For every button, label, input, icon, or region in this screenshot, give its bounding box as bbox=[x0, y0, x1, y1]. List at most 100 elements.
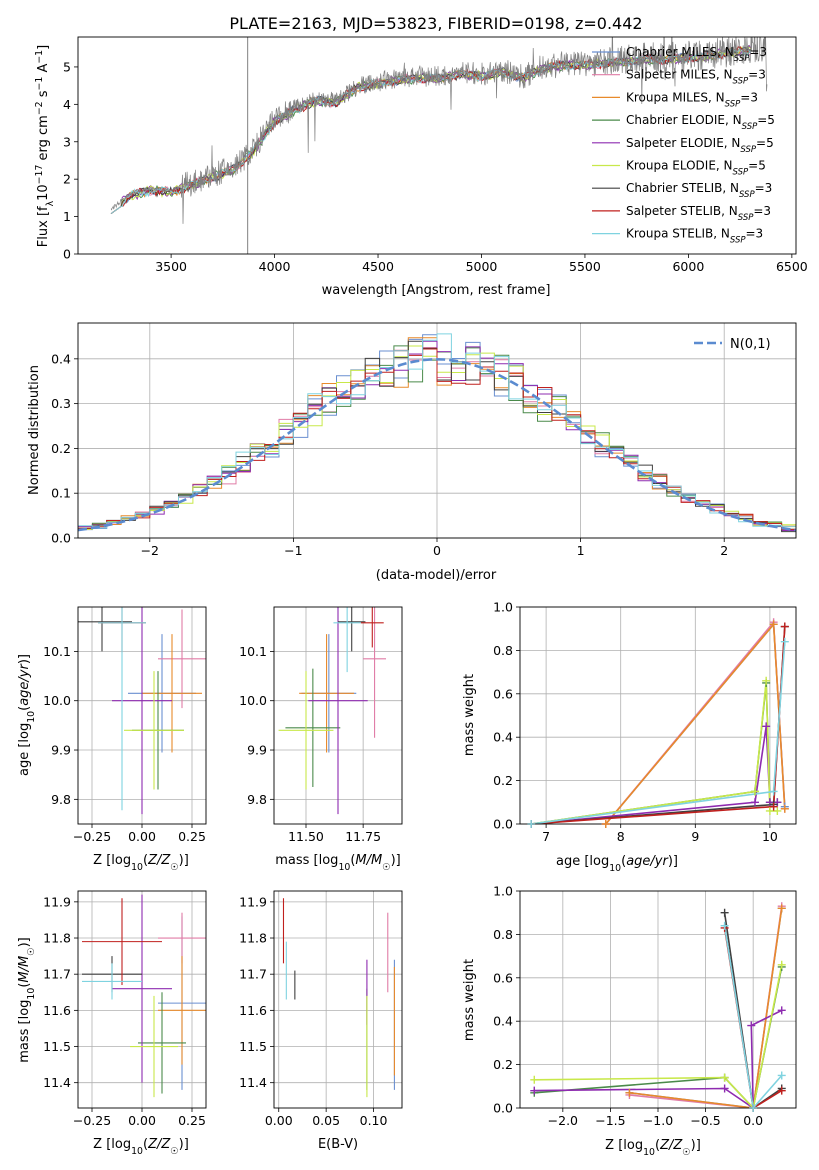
x-tick-label: 9 bbox=[691, 829, 699, 844]
y-tick-label: 9.8 bbox=[247, 792, 267, 807]
y-tick-label: 0.4 bbox=[493, 730, 513, 745]
weight-line-5 bbox=[531, 680, 778, 824]
legend-entry: Salpeter ELODIE, NSSP=5 bbox=[626, 136, 774, 155]
y-tick-label: 11.5 bbox=[239, 1039, 267, 1054]
weight-marker bbox=[750, 798, 759, 807]
weight-line-5 bbox=[534, 964, 783, 1108]
legend-entry: Chabrier STELIB, NSSP=3 bbox=[626, 181, 772, 200]
y-tick-label: 0.0 bbox=[493, 1101, 513, 1116]
legend-entry: Salpeter MILES, NSSP=3 bbox=[626, 68, 766, 87]
weight-marker bbox=[780, 637, 789, 646]
y-tick-label: 11.4 bbox=[43, 1075, 71, 1090]
weight-marker bbox=[777, 904, 786, 913]
x-tick-label: 10 bbox=[762, 829, 778, 844]
x-tick-label: 6000 bbox=[672, 259, 704, 274]
y-tick-label: 1.0 bbox=[493, 884, 513, 899]
y-tick-label: 11.7 bbox=[43, 967, 71, 982]
x-tick-label: 4000 bbox=[259, 259, 291, 274]
plot-area bbox=[534, 906, 783, 1108]
y-tick-label: 2 bbox=[63, 172, 71, 187]
weight-marker bbox=[762, 676, 771, 685]
weight-marker bbox=[780, 622, 789, 631]
x-tick-label: −0.25 bbox=[73, 1113, 111, 1128]
weight-line-4 bbox=[534, 1009, 783, 1108]
y-tick-label: 11.5 bbox=[43, 1039, 71, 1054]
x-tick-label: 11.75 bbox=[345, 829, 381, 844]
weight-marker bbox=[720, 908, 729, 917]
x-tick-label: 6500 bbox=[776, 259, 808, 274]
weight-marker bbox=[765, 806, 774, 815]
axes-frame bbox=[519, 890, 797, 1109]
y-tick-label: 11.7 bbox=[239, 967, 267, 982]
plot-area bbox=[110, 37, 768, 254]
plot-area bbox=[82, 894, 206, 1098]
x-tick-label: 0.25 bbox=[178, 1113, 206, 1128]
weight-marker bbox=[777, 1071, 786, 1080]
x-tick-label: 3500 bbox=[155, 259, 187, 274]
weight-line-2 bbox=[629, 908, 783, 1108]
weight-marker bbox=[720, 921, 729, 930]
x-tick-label: 0.05 bbox=[312, 1113, 340, 1128]
weight-marker bbox=[769, 787, 778, 796]
x-tick-label: −1.5 bbox=[595, 1113, 625, 1128]
weight-marker bbox=[762, 722, 771, 731]
y-tick-label: 10.0 bbox=[43, 693, 71, 708]
axes-frame bbox=[519, 606, 797, 825]
x-tick-label: −1 bbox=[284, 543, 302, 558]
panel-age-vs-Z: −0.25 0.00 0.25 9.8 9.9 10.0 10.1 Z [log10(Z/Z☉… bbox=[17, 606, 207, 873]
y-tick-label: 11.9 bbox=[43, 894, 71, 909]
x-tick-label: 5000 bbox=[466, 259, 498, 274]
y-tick-label: 0.8 bbox=[493, 927, 513, 942]
y-tick-label: 0.2 bbox=[51, 441, 71, 456]
y-tick-label: 0.3 bbox=[51, 396, 71, 411]
y-axis-label: mass weight bbox=[462, 674, 477, 756]
panel-residuals: −2 −1 0 1 2 0.0 0.1 0.2 0.3 0.4 N(0,1) (data-model)… bbox=[27, 322, 797, 583]
x-tick-label: 0.00 bbox=[128, 1113, 156, 1128]
x-tick-label: −1.0 bbox=[643, 1113, 673, 1128]
observed-spectrum bbox=[110, 37, 768, 224]
weight-marker bbox=[530, 1075, 539, 1084]
y-tick-label: 11.4 bbox=[239, 1075, 267, 1090]
y-tick-label: 10.1 bbox=[43, 644, 71, 659]
x-tick-label: −2 bbox=[141, 543, 159, 558]
x-axis-label: Z [log10(Z/Z☉)] bbox=[93, 1137, 189, 1157]
x-tick-label: 8 bbox=[617, 829, 625, 844]
x-tick-label: 0.0 bbox=[743, 1113, 763, 1128]
x-tick-label: −0.25 bbox=[73, 829, 111, 844]
y-tick-label: 9.9 bbox=[247, 743, 267, 758]
legend-entry: Kroupa MILES, NSSP=3 bbox=[626, 90, 758, 109]
x-tick-label: 5500 bbox=[569, 259, 601, 274]
y-tick-label: 0.0 bbox=[493, 817, 513, 832]
y-tick-label: 0.1 bbox=[51, 486, 71, 501]
x-tick-label: −2.0 bbox=[548, 1113, 578, 1128]
axes-frame bbox=[273, 606, 403, 825]
plot-area bbox=[282, 898, 395, 1098]
y-tick-label: 0.0 bbox=[51, 531, 71, 546]
weight-marker bbox=[780, 804, 789, 813]
y-tick-label: 9.9 bbox=[51, 743, 71, 758]
x-tick-label: 0.25 bbox=[178, 829, 206, 844]
x-tick-label: 0.00 bbox=[128, 829, 156, 844]
y-tick-label: 0.2 bbox=[493, 773, 513, 788]
y-tick-label: 10.1 bbox=[239, 644, 267, 659]
x-tick-label: −0.5 bbox=[690, 1113, 720, 1128]
x-tick-label: 0 bbox=[433, 543, 441, 558]
x-axis-label: (data-model)/error bbox=[376, 568, 497, 583]
x-tick-label: 2 bbox=[720, 543, 728, 558]
y-axis-label: mass weight bbox=[462, 959, 477, 1041]
x-tick-label: 4500 bbox=[362, 259, 394, 274]
plot-area bbox=[78, 333, 796, 533]
panel-spectrum: 3500 4000 4500 5000 5500 6000 6500 0 1 2 3 4 5 Chabri… bbox=[34, 36, 808, 298]
y-axis-label: mass [log10(M/M☉)] bbox=[17, 937, 37, 1063]
weight-marker bbox=[777, 1006, 786, 1015]
y-tick-label: 1 bbox=[63, 209, 71, 224]
normal-curve bbox=[78, 357, 796, 532]
weight-marker bbox=[530, 1086, 539, 1095]
x-axis-label: mass [log10(M/M☉)] bbox=[275, 853, 401, 873]
weight-marker bbox=[777, 1086, 786, 1095]
x-axis-label: Z [log10(Z/Z☉)] bbox=[93, 853, 189, 873]
legend-entry: Kroupa STELIB, NSSP=3 bbox=[626, 227, 763, 246]
y-tick-label: 3 bbox=[63, 134, 71, 149]
legend-entry: Chabrier ELODIE, NSSP=5 bbox=[626, 113, 775, 132]
y-tick-label: 11.8 bbox=[43, 931, 71, 946]
